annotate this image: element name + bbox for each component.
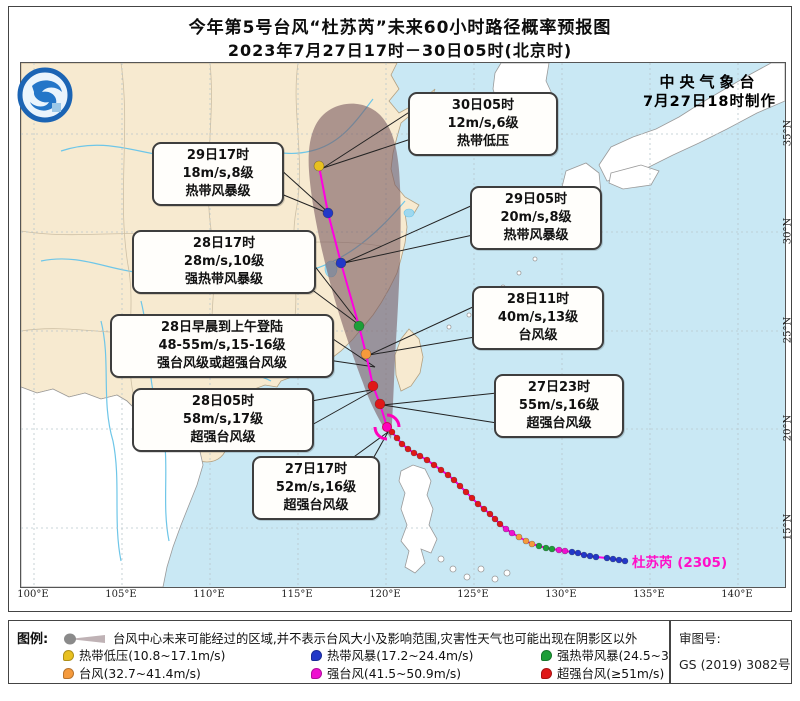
callout-wind: 12m/s,6级: [447, 116, 519, 131]
typhoon-tracks: [313, 160, 629, 565]
review-label: 审图号:: [679, 631, 721, 646]
callout-level: 台风级: [518, 328, 558, 343]
callout-landfall: 28日早晨到上午登陆 48-55m/s,15-16级 强台风级或超强台风级: [110, 314, 334, 378]
lat-label-20n: 20°N: [782, 414, 794, 442]
callout-time: 28日17时: [192, 236, 256, 251]
review-number: GS (2019) 3082号: [679, 657, 791, 672]
page-subtitle: 2023年7月27日17时－30日05时(北京时): [227, 41, 573, 60]
callout-time: 28日11时: [506, 292, 570, 307]
lon-label-120e: 120°E: [369, 589, 401, 600]
legend-item-label: 台风(32.7~41.4m/s): [79, 667, 201, 681]
callout-level: 超强台风级: [190, 430, 256, 445]
map-area: [20, 62, 786, 588]
typhoon-name-label: 杜苏芮 (2305): [632, 555, 728, 571]
callout-28d05h: 28日05时 58m/s,17级 超强台风级: [132, 388, 314, 452]
producer-name: 中央气象台: [659, 73, 760, 91]
severe-typhoon-dot-icon: [311, 667, 322, 679]
lon-label-130e: 130°E: [545, 589, 577, 600]
cma-logo-icon: [17, 67, 73, 123]
typhoon-dot-icon: [63, 667, 74, 679]
callout-29d05h: 29日05时 20m/s,8级 热带风暴级: [470, 186, 602, 250]
callout-time: 29日17时: [186, 148, 250, 163]
legend-item-label: 强台风(41.5~50.9m/s): [327, 667, 462, 681]
callout-time: 27日17时: [284, 462, 348, 477]
outer-frame: [8, 6, 792, 612]
probability-cone: [308, 103, 401, 440]
lat-label-15n: 15°N: [782, 513, 794, 541]
legend-cone-note: 台风中心未来可能经过的区域,并不表示台风大小及影响范围,灾害性天气也可能出现在阴…: [113, 632, 638, 646]
callout-level: 超强台风级: [283, 498, 349, 513]
callout-wind: 52m/s,16级: [275, 480, 357, 495]
current-position-typhoon-icon: [373, 413, 401, 441]
tropical-storm-dot-icon: [311, 649, 322, 661]
callout-time: 30日05时: [451, 98, 515, 113]
callout-27d17h: 27日17时 52m/s,16级 超强台风级: [252, 456, 380, 520]
producer-info: 中央气象台 7月27日18时制作: [643, 72, 776, 112]
lon-label-140e: 140°E: [721, 589, 753, 600]
callout-wind: 55m/s,16级: [518, 398, 600, 413]
callout-wind: 18m/s,8级: [182, 166, 254, 181]
callout-wind: 28m/s,10级: [183, 254, 265, 269]
callout-time: 27日23时: [527, 380, 591, 395]
legend-item-super-ty: 超强台风(≥51m/s): [541, 664, 664, 682]
super-typhoon-dot-icon: [541, 667, 552, 679]
callout-level: 强台风级或超强台风级: [156, 356, 287, 371]
callout-29d17h: 29日17时 18m/s,8级 热带风暴级: [152, 142, 284, 206]
tropical-depression-dot-icon: [63, 649, 74, 661]
callout-28d17h: 28日17时 28m/s,10级 强热带风暴级: [132, 230, 316, 294]
callout-wind: 58m/s,17级: [182, 412, 264, 427]
callout-level: 超强台风级: [526, 416, 592, 431]
legend-item-label: 超强台风(≥51m/s): [557, 667, 665, 681]
legend-title: 图例:: [17, 632, 49, 647]
callout-28d11h: 28日11时 40m/s,13级 台风级: [472, 286, 604, 350]
callout-level: 强热带风暴级: [184, 272, 263, 287]
legend-box: 图例: 台风中心未来可能经过的区域,并不表示台风大小及影响范围,灾害性天气也可能…: [8, 620, 716, 684]
legend-item-sty: 强台风(41.5~50.9m/s): [311, 664, 461, 682]
producer-time: 7月27日18时制作: [643, 94, 776, 110]
taiwan-island: [394, 328, 424, 392]
lon-label-105e: 105°E: [105, 589, 137, 600]
lat-label-25n: 25°N: [782, 316, 794, 344]
lon-label-125e: 125°E: [457, 589, 489, 600]
callout-wind: 40m/s,13级: [497, 310, 579, 325]
lon-label-100e: 100°E: [17, 589, 49, 600]
callout-wind: 20m/s,8级: [500, 210, 572, 225]
lat-label-35n: 35°N: [782, 119, 794, 147]
legend-item-ty: 台风(32.7~41.4m/s): [63, 664, 201, 682]
map-review-number-box: 审图号: GS (2019) 3082号: [670, 620, 792, 684]
cone-legend-icon: [64, 633, 105, 645]
lon-label-115e: 115°E: [281, 589, 313, 600]
callout-level: 热带低压: [456, 134, 509, 149]
page-title: 今年第5号台风“杜苏芮”未来60小时路径概率预报图: [188, 18, 612, 38]
callout-level: 热带风暴级: [503, 228, 569, 243]
callout-time: 28日05时: [191, 394, 255, 409]
callout-time: 28日早晨到上午登陆: [160, 320, 284, 335]
legend-item-label: 热带低压(10.8~17.1m/s): [79, 649, 226, 663]
legend-item-td: 热带低压(10.8~17.1m/s): [63, 646, 225, 664]
callout-time: 29日05时: [504, 192, 568, 207]
lat-label-30n: 30°N: [782, 217, 794, 245]
callout-30d05h: 30日05时 12m/s,6级 热带低压: [408, 92, 558, 156]
severe-tropical-storm-dot-icon: [541, 649, 552, 661]
legend-item-ts: 热带风暴(17.2~24.4m/s): [311, 646, 473, 664]
legend-item-label: 热带风暴(17.2~24.4m/s): [327, 649, 474, 663]
callout-27d23h: 27日23时 55m/s,16级 超强台风级: [494, 374, 624, 438]
callout-level: 热带风暴级: [185, 184, 251, 199]
lon-label-110e: 110°E: [193, 589, 225, 600]
callout-wind: 48-55m/s,15-16级: [158, 338, 286, 353]
lon-label-135e: 135°E: [633, 589, 665, 600]
